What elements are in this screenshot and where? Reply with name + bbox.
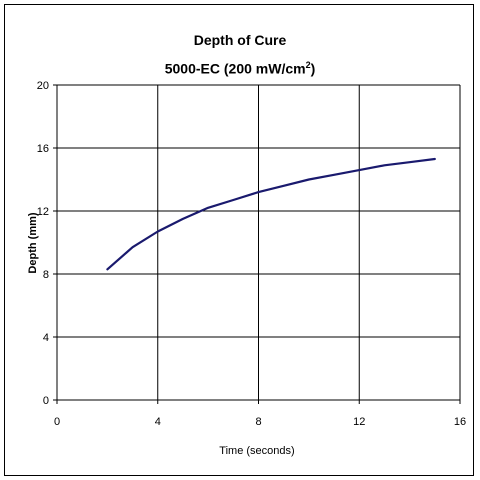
chart-title: Depth of Cure xyxy=(193,32,287,48)
y-tick-label-12: 12 xyxy=(37,206,49,218)
series-group xyxy=(106,157,436,271)
tick-labels: 0 4 8 12 16 0 4 8 12 16 20 xyxy=(37,80,466,428)
x-axis-label: Time (seconds) xyxy=(219,445,294,457)
grid-lines xyxy=(57,84,461,400)
axes xyxy=(53,84,461,404)
y-axis-label: Depth (mm) xyxy=(27,212,39,273)
chart-subtitle-main: 5000-EC (200 mW/cm xyxy=(164,60,306,77)
y-tick-label-8: 8 xyxy=(43,269,49,281)
x-tick-label-4: 4 xyxy=(155,416,161,428)
x-tick-label-8: 8 xyxy=(255,416,261,428)
chart-subtitle-end: ) xyxy=(310,60,316,77)
chart-subtitle: 5000-EC (200 mW/cm2) xyxy=(0,60,480,77)
x-tick-label-0: 0 xyxy=(54,416,60,428)
x-tick-label-16: 16 xyxy=(454,416,466,428)
y-tick-label-16: 16 xyxy=(37,143,49,155)
y-tick-label-0: 0 xyxy=(43,395,49,407)
y-tick-label-4: 4 xyxy=(43,332,49,344)
y-tick-label-20: 20 xyxy=(37,80,49,92)
chart-subtitle-superscript: 2 xyxy=(305,60,311,70)
x-tick-label-12: 12 xyxy=(353,416,365,428)
series-line-0 xyxy=(106,157,436,271)
chart-frame xyxy=(4,4,474,476)
